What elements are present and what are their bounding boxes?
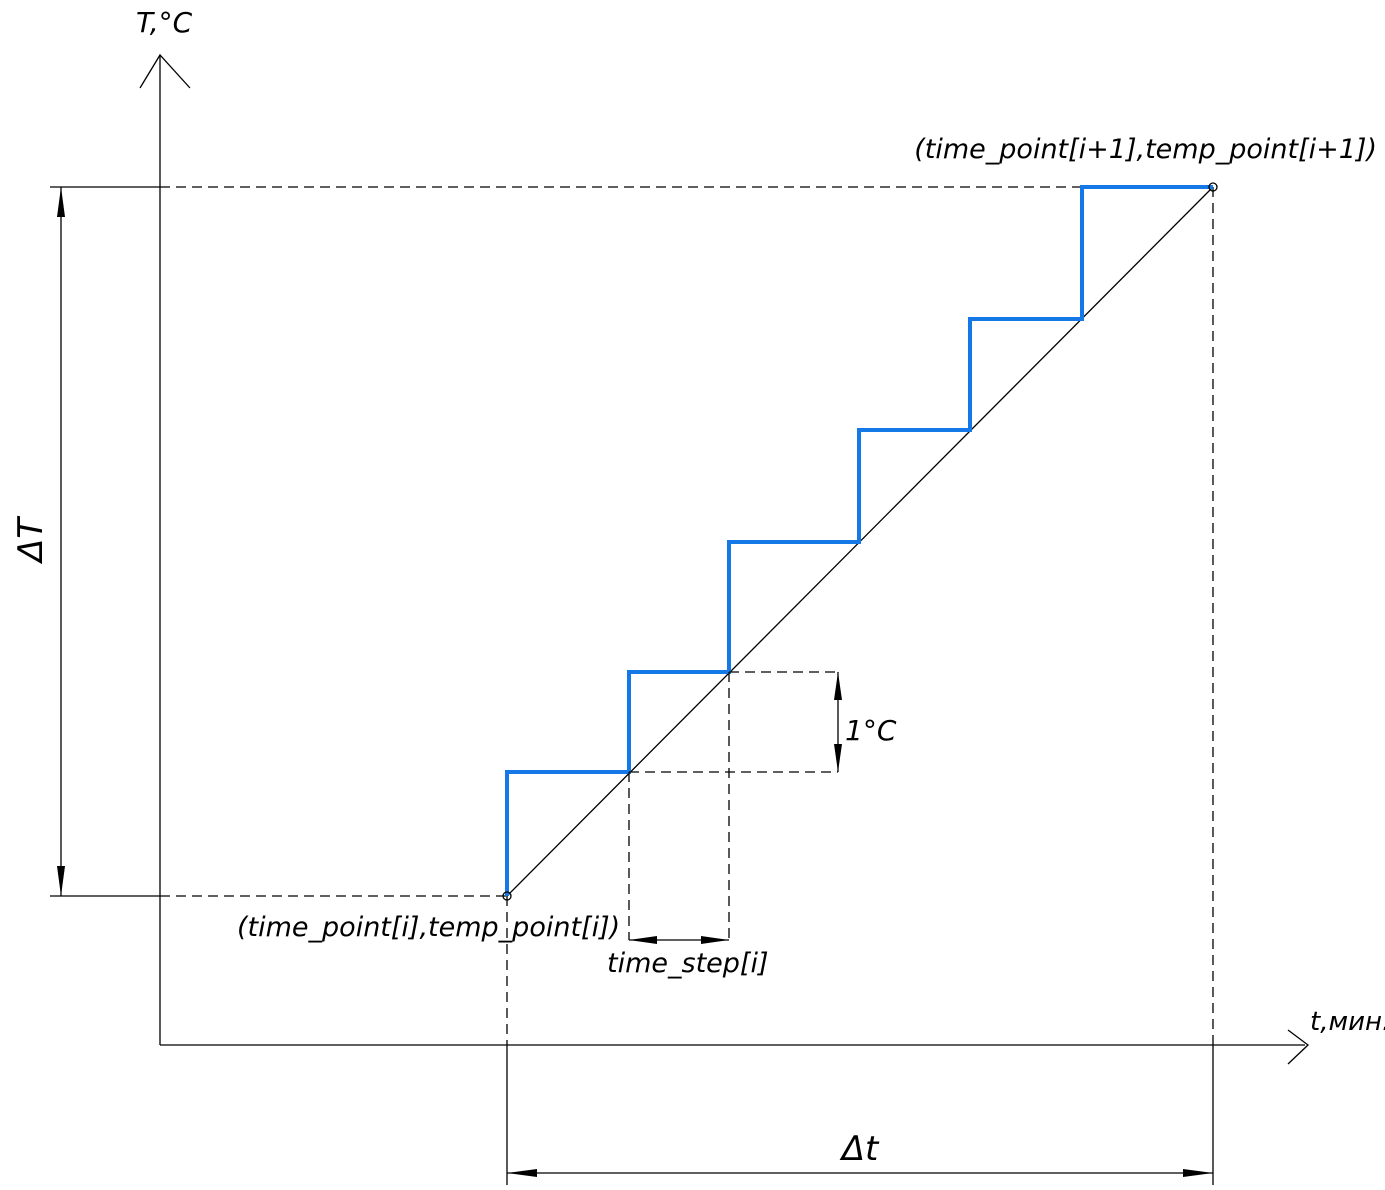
delta-t-dimension [507,1169,1213,1177]
time-step-dimension [628,672,730,944]
degree-step-label: 1°C [845,714,897,747]
end-point-label: (time_point[i+1],temp_point[i+1]) [914,134,1377,165]
reference-lines [50,186,1214,1185]
end-point-marker [1208,182,1218,192]
delta-T-dimension [57,187,65,896]
x-axis-label: t,мин. [1310,1007,1385,1037]
delta-t-label: Δt [839,1129,880,1169]
degree-step-dimension [629,671,842,773]
start-point-label: (time_point[i],temp_point[i]) [237,912,620,943]
y-axis-label: T,°C [136,6,193,39]
y-axis [139,53,191,1045]
start-point-marker [502,891,512,901]
x-axis [160,1029,1310,1065]
time-step-label: time_step[i] [607,948,768,979]
delta-T-label: ΔT [11,516,51,565]
